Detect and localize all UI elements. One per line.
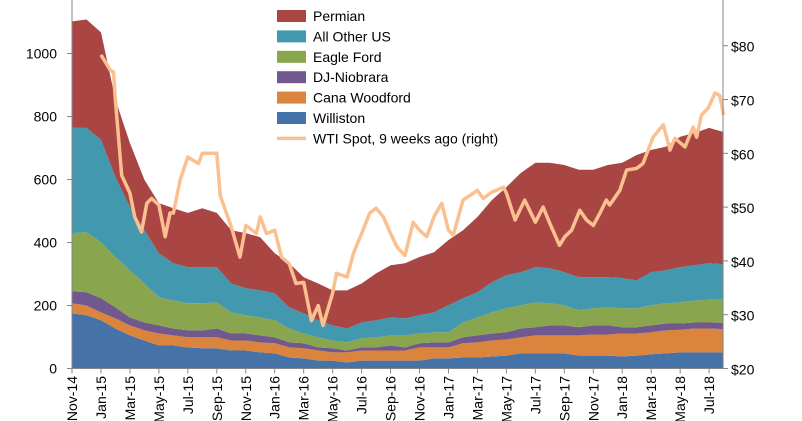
- x-axis-tick-label: Jul-17: [527, 376, 543, 414]
- x-axis-tick-label: Nov-16: [412, 376, 428, 421]
- legend-label: DJ-Niobrara: [313, 69, 389, 85]
- x-axis-tick-label: May-17: [498, 376, 514, 421]
- legend-label: Eagle Ford: [313, 49, 381, 65]
- legend-swatch: [277, 10, 306, 22]
- x-axis-tick-label: Jan-15: [93, 376, 109, 419]
- wti-line-layer: [99, 53, 726, 328]
- x-axis-tick-label: Sep-17: [556, 376, 572, 421]
- area-williston: [72, 313, 724, 369]
- area-all-other-us: [72, 127, 724, 343]
- x-axis-tick-label: Jan-17: [440, 376, 456, 419]
- x-axis-tick-label: May-18: [672, 376, 688, 421]
- left-axis-tick-label: 800: [34, 109, 58, 125]
- x-axis-tick-label: Jul-16: [354, 376, 370, 414]
- legend-label: Williston: [313, 110, 365, 126]
- legend-label: Cana Woodford: [313, 90, 411, 106]
- right-axis-tick-label: $20: [731, 362, 755, 378]
- left-axis-tick-label: 400: [34, 235, 58, 251]
- right-axis-tick-label: $30: [731, 308, 755, 324]
- x-axis-tick-label: Mar-16: [296, 376, 312, 421]
- x-axis-tick-label: May-15: [151, 376, 167, 421]
- legend-label: WTI Spot, 9 weeks ago (right): [313, 130, 498, 146]
- x-axis-tick-label: May-16: [325, 376, 341, 421]
- left-axis-tick-label: 600: [34, 172, 58, 188]
- x-axis-tick-label: Jan-18: [614, 376, 630, 419]
- axes: 0 200 400 600 800 1000 $20 $30 $40 $50 $60 $70 $80 No…: [26, 0, 755, 421]
- x-axis-tick-label: Nov-14: [64, 376, 80, 421]
- right-axis-tick-label: $60: [731, 146, 755, 162]
- x-axis-tick-label: Jul-18: [701, 376, 717, 414]
- area-eagle-ford: [72, 232, 724, 351]
- area-layers: [72, 19, 724, 369]
- legend-swatch: [277, 50, 306, 63]
- x-axis-tick-label: Nov-15: [238, 376, 254, 421]
- legend-swatch: [277, 91, 306, 104]
- x-axis-tick-label: Mar-18: [643, 376, 659, 421]
- legend: Permian All Other US Eagle Ford DJ-Niobrara…: [277, 8, 498, 146]
- left-axis-tick-label: 200: [34, 298, 58, 314]
- area-cana-woodford: [72, 303, 724, 363]
- right-axis-tick-label: $70: [731, 93, 755, 109]
- x-axis-tick-label: Jul-15: [180, 376, 196, 414]
- legend-label: Permian: [313, 8, 365, 24]
- wti-spot-line: [99, 53, 726, 328]
- x-axis-tick-label: Sep-15: [209, 376, 225, 421]
- x-axis-tick-label: Sep-16: [383, 376, 399, 421]
- x-axis-tick-label: Mar-17: [469, 376, 485, 421]
- legend-swatch: [277, 30, 306, 43]
- x-axis-tick-label: Nov-17: [585, 376, 601, 421]
- legend-label: All Other US: [313, 28, 391, 44]
- legend-swatch: [277, 112, 306, 124]
- left-axis-tick-label: 1000: [26, 46, 57, 62]
- x-axis-tick-label: Jan-16: [267, 376, 283, 419]
- left-axis-tick-label: 0: [49, 361, 57, 377]
- right-axis-tick-label: $80: [731, 39, 755, 55]
- right-axis-tick-label: $40: [731, 254, 755, 270]
- area-dj-niobrara: [72, 291, 724, 353]
- x-axis-tick-label: Mar-15: [122, 376, 138, 421]
- right-axis-tick-label: $50: [731, 200, 755, 216]
- area-permian: [72, 19, 724, 329]
- legend-swatch: [277, 71, 306, 84]
